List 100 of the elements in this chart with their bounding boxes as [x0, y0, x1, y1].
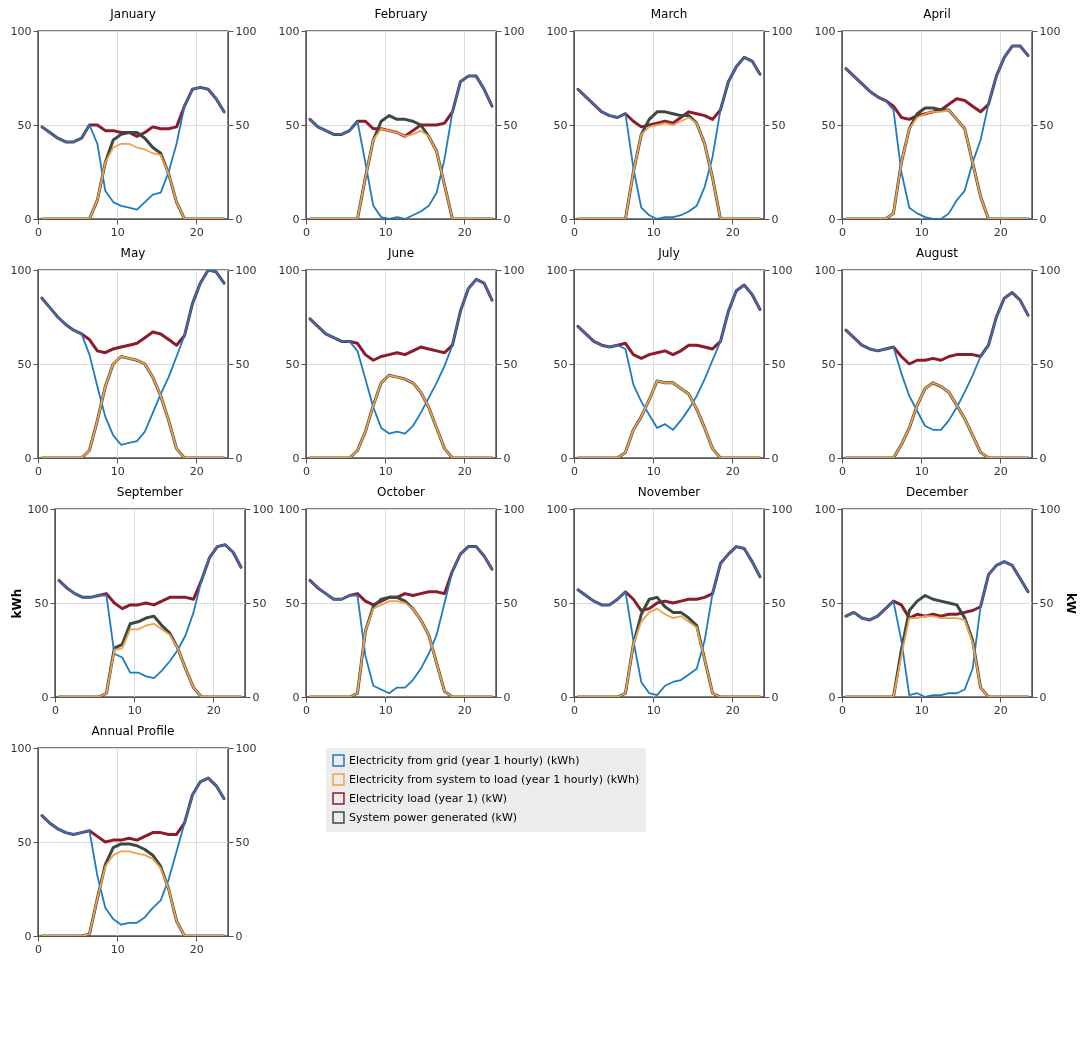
y-tick-label: 100: [814, 24, 836, 38]
y-tick-label: 100: [546, 502, 568, 516]
x-tick-label: 10: [646, 703, 661, 717]
y2-tick-label: 0: [771, 451, 779, 465]
y-tick-label: 0: [828, 690, 836, 704]
y2-tick-label: 100: [1039, 263, 1061, 277]
y-tick-label: 100: [27, 502, 49, 516]
x-tick-label: 20: [725, 703, 740, 717]
x-tick-label: 10: [914, 225, 929, 239]
y-tick-label: 0: [24, 451, 32, 465]
y-tick-label: 50: [17, 835, 32, 849]
y2-tick-label: 50: [1039, 118, 1054, 132]
y-tick-label: 0: [560, 690, 568, 704]
y2-tick-label: 50: [503, 118, 518, 132]
y-tick-label: 100: [278, 263, 300, 277]
y2-tick-label: 50: [503, 596, 518, 610]
y2-tick-label: 100: [771, 502, 793, 516]
y2-tick-label: 50: [771, 118, 786, 132]
y2-tick-label: 50: [1039, 357, 1054, 371]
x-tick-label: 20: [457, 225, 472, 239]
chart-title: January: [109, 7, 156, 21]
y-tick-label: 100: [278, 24, 300, 38]
x-tick-label: 10: [127, 703, 142, 717]
x-tick-label: 10: [646, 225, 661, 239]
y2-tick-label: 100: [1039, 502, 1061, 516]
legend-label: Electricity from system to load (year 1 hourly) (kWh): [349, 772, 640, 786]
y-tick-label: 0: [24, 929, 32, 943]
y-tick-label: 100: [278, 502, 300, 516]
x-tick-label: 20: [993, 703, 1008, 717]
legend-label: System power generated (kW): [349, 810, 518, 824]
y2-tick-label: 100: [771, 263, 793, 277]
y-tick-label: 0: [292, 212, 300, 226]
x-tick-label: 10: [378, 464, 393, 478]
y2-tick-label: 50: [771, 357, 786, 371]
x-tick-label: 20: [189, 225, 204, 239]
x-tick-label: 10: [110, 464, 125, 478]
y-tick-label: 0: [41, 690, 49, 704]
y-tick-label: 50: [553, 357, 568, 371]
y-tick-label: 100: [814, 502, 836, 516]
x-tick-label: 0: [839, 703, 846, 717]
y2-tick-label: 0: [1039, 451, 1047, 465]
x-tick-label: 20: [206, 703, 221, 717]
x-tick-label: 20: [189, 464, 204, 478]
x-tick-label: 20: [189, 942, 204, 956]
x-tick-label: 10: [110, 942, 125, 956]
y-tick-label: 50: [285, 118, 300, 132]
chart-title: June: [386, 246, 415, 260]
chart-title: September: [116, 485, 184, 499]
y2-tick-label: 50: [252, 596, 267, 610]
chart-title: November: [637, 485, 701, 499]
y-axis-title: kWh: [9, 588, 24, 619]
y2-tick-label: 0: [235, 929, 243, 943]
chart-title: October: [376, 485, 426, 499]
y2-tick-label: 0: [235, 451, 243, 465]
x-tick-label: 10: [646, 464, 661, 478]
x-tick-label: 10: [378, 703, 393, 717]
x-tick-label: 0: [571, 464, 578, 478]
y-tick-label: 0: [24, 212, 32, 226]
y-tick-label: 0: [828, 212, 836, 226]
y2-tick-label: 0: [771, 690, 779, 704]
y-tick-label: 50: [285, 596, 300, 610]
x-tick-label: 0: [303, 703, 310, 717]
x-tick-label: 0: [303, 225, 310, 239]
y2-tick-label: 0: [1039, 690, 1047, 704]
x-tick-label: 10: [914, 464, 929, 478]
y2-tick-label: 50: [771, 596, 786, 610]
y-tick-label: 0: [292, 690, 300, 704]
y2-tick-label: 100: [503, 263, 525, 277]
x-tick-label: 10: [914, 703, 929, 717]
chart-title: December: [905, 485, 969, 499]
y-tick-label: 100: [10, 24, 32, 38]
chart-title: July: [657, 246, 680, 260]
x-tick-label: 20: [993, 225, 1008, 239]
x-tick-label: 0: [839, 225, 846, 239]
y-tick-label: 50: [821, 596, 836, 610]
x-tick-label: 0: [571, 703, 578, 717]
y2-tick-label: 50: [235, 835, 250, 849]
y-tick-label: 0: [292, 451, 300, 465]
y2-tick-label: 100: [503, 24, 525, 38]
x-tick-label: 20: [725, 225, 740, 239]
y-tick-label: 50: [17, 357, 32, 371]
x-tick-label: 20: [457, 703, 472, 717]
y2-tick-label: 50: [1039, 596, 1054, 610]
y2-tick-label: 100: [1039, 24, 1061, 38]
legend-label: Electricity from grid (year 1 hourly) (kWh): [349, 753, 580, 767]
y-tick-label: 50: [285, 357, 300, 371]
y2-tick-label: 100: [235, 263, 257, 277]
y-tick-label: 0: [560, 451, 568, 465]
y-tick-label: 100: [10, 263, 32, 277]
y2-tick-label: 0: [503, 451, 511, 465]
y2-tick-label: 100: [771, 24, 793, 38]
y-tick-label: 100: [546, 24, 568, 38]
y-tick-label: 100: [814, 263, 836, 277]
y-tick-label: 50: [821, 357, 836, 371]
chart-title: May: [120, 246, 146, 260]
y2-tick-label: 50: [503, 357, 518, 371]
y2-tick-label: 0: [1039, 212, 1047, 226]
y2-tick-label: 100: [503, 502, 525, 516]
x-tick-label: 20: [993, 464, 1008, 478]
y2-tick-label: 0: [771, 212, 779, 226]
